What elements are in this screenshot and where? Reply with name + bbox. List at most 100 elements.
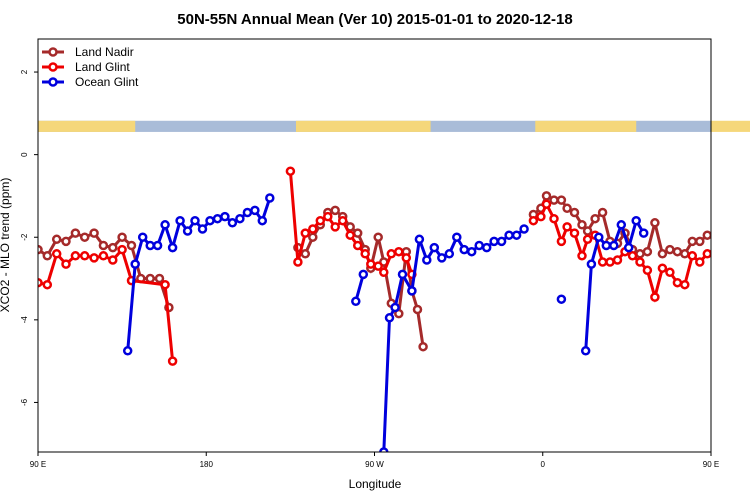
data-point [108, 242, 118, 253]
data-point [51, 249, 62, 259]
data-point [672, 246, 683, 257]
data-point [709, 232, 711, 239]
y-axis-label: XCO2 - MLO trend (ppm) [0, 178, 12, 313]
x-axis-label: Longitude [349, 477, 402, 491]
data-point [605, 257, 615, 267]
data-point [657, 249, 668, 259]
data-point [337, 215, 348, 226]
data-point [650, 218, 660, 228]
data-point [250, 205, 260, 216]
legend-marker [48, 47, 58, 57]
data-point [422, 255, 432, 265]
y-tick-label: -2 [20, 233, 29, 241]
data-point [89, 228, 99, 238]
data-point [366, 259, 376, 269]
series-line [38, 246, 175, 362]
data-point [726, 232, 733, 239]
data-point [98, 240, 109, 251]
y-tick-label: 0 [20, 152, 29, 157]
data-point [308, 224, 318, 234]
data-point [741, 250, 748, 257]
data-point [556, 236, 567, 247]
data-point [627, 251, 638, 261]
data-point [586, 259, 597, 269]
data-point [51, 234, 62, 245]
data-point [212, 213, 223, 224]
series-ocean-glint [122, 193, 649, 452]
data-point [623, 242, 634, 253]
data-point [265, 193, 275, 203]
data-point [89, 253, 99, 263]
data-point [562, 222, 572, 232]
data-point [407, 286, 417, 296]
data-point [145, 240, 155, 251]
land-ocean-strip [38, 120, 750, 132]
legend-item: Ocean Glint [42, 75, 139, 89]
data-point [536, 211, 546, 222]
data-point [719, 254, 726, 261]
data-point [695, 236, 705, 247]
data-point [519, 224, 529, 234]
data-point [489, 236, 499, 247]
strip-land-2 [535, 120, 637, 132]
x-axis: 90 E 180 90 W 0 90 E [30, 452, 719, 469]
data-point [665, 267, 675, 278]
data-point [190, 215, 200, 226]
data-point [638, 228, 649, 238]
data-point [293, 257, 303, 267]
data-point [556, 195, 567, 205]
data-point [474, 240, 484, 251]
data-point [719, 236, 726, 243]
data-point [609, 240, 619, 251]
data-point [582, 234, 593, 245]
data-point [612, 255, 623, 265]
data-point [227, 218, 238, 228]
data-point [167, 242, 178, 253]
legend-marker [48, 62, 58, 72]
data-point [145, 273, 155, 284]
y-tick-label: -4 [20, 316, 29, 324]
data-point [680, 249, 690, 259]
data-point [358, 269, 369, 280]
data-point [345, 230, 355, 240]
data-point [242, 207, 253, 218]
x-tick-label: 90 W [365, 460, 384, 469]
plot-area [38, 166, 748, 452]
data-point [38, 277, 43, 288]
data-point [631, 215, 641, 226]
legend-item: Land Glint [42, 60, 130, 74]
data-point [308, 232, 318, 242]
data-point [130, 259, 140, 269]
data-point [496, 236, 507, 247]
data-point [481, 242, 492, 253]
data-point [734, 238, 741, 245]
data-point [741, 242, 748, 249]
data-point [414, 234, 425, 245]
data-point [300, 249, 311, 259]
x-tick-label: 180 [200, 460, 214, 469]
data-point [672, 277, 683, 288]
data-point [42, 279, 53, 290]
data-point [577, 251, 587, 261]
data-point [182, 226, 193, 236]
data-point [541, 191, 552, 201]
data-point [549, 213, 559, 224]
data-point [70, 228, 81, 238]
data-point [390, 302, 400, 313]
data-point [360, 249, 370, 259]
data-point [315, 215, 326, 226]
data-point [160, 220, 170, 230]
data-point [205, 215, 215, 226]
y-axis: 2 0 -2 -4 -6 [20, 69, 38, 406]
data-point [642, 246, 653, 257]
data-point [569, 228, 580, 238]
data-point [657, 263, 668, 273]
data-point [635, 249, 645, 259]
data-point [108, 255, 118, 265]
data-point [235, 213, 245, 224]
strip-land-0 [38, 120, 136, 132]
data-point [175, 215, 185, 226]
data-point [437, 253, 447, 263]
legend-label: Land Glint [75, 60, 130, 74]
